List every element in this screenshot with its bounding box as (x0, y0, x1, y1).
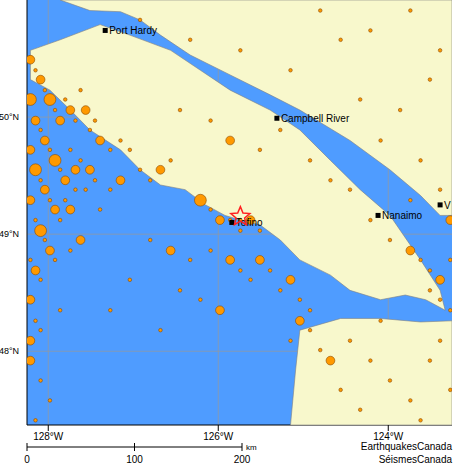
svg-text:200: 200 (234, 454, 251, 465)
html-text:SéismesCanada: SéismesCanada (378, 454, 452, 465)
svg-text:100: 100 (126, 454, 143, 465)
html-text:EarthquakesCanada: EarthquakesCanada (360, 441, 452, 452)
svg-text:48°N: 48°N (8, 346, 19, 356)
svg-text:Campbell River: Campbell River (281, 113, 350, 124)
svg-text:49°N: 49°N (8, 229, 19, 239)
svg-text:km: km (246, 443, 257, 452)
svg-text:Port Hardy: Port Hardy (109, 25, 157, 36)
svg-text:Nanaimo: Nanaimo (382, 210, 422, 221)
svg-text:V: V (444, 200, 447, 211)
svg-text:124°W: 124°W (373, 431, 404, 442)
svg-text:Tofino: Tofino (236, 217, 263, 228)
svg-text:0: 0 (24, 454, 30, 465)
svg-text:128°W: 128°W (33, 431, 64, 442)
svg-text:50°N: 50°N (8, 112, 19, 122)
svg-text:126°W: 126°W (203, 431, 234, 442)
